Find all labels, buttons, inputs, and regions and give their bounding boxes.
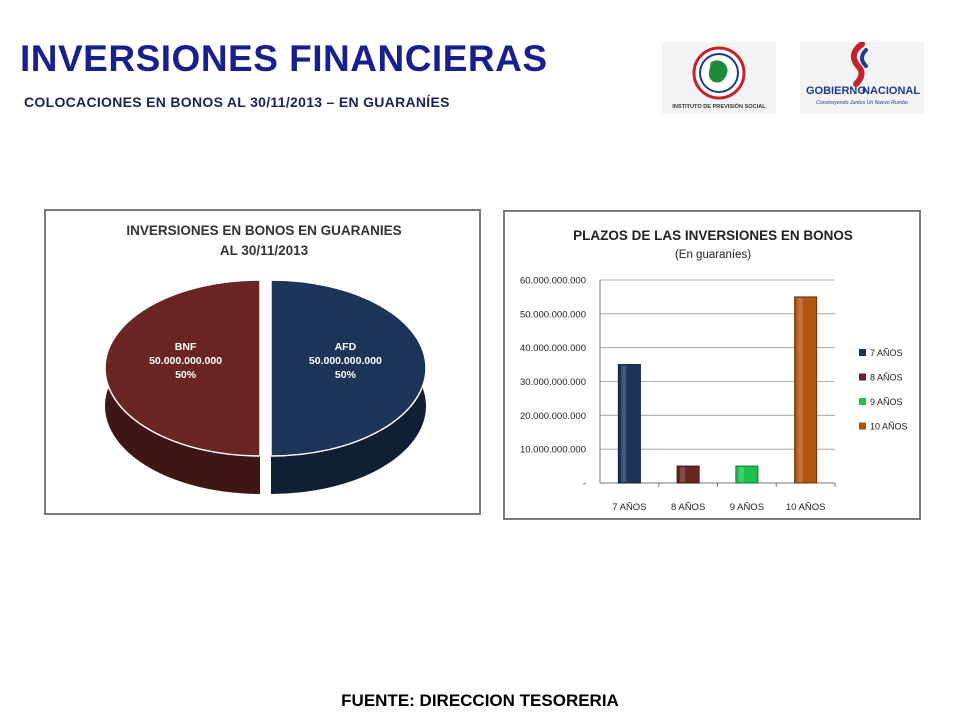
bar-3 (735, 465, 759, 484)
gobierno-nacional-logo: GOBIERNO NACIONAL Construyendo Juntos Un… (800, 41, 924, 114)
bar-chart-title: PLAZOS DE LAS INVERSIONES EN BONOS (573, 228, 853, 243)
pie-chart-title: INVERSIONES EN BONOS EN GUARANIES (126, 223, 401, 238)
legend-label-2: 8 AÑOS (870, 373, 903, 383)
pie-slice-bnf (104, 279, 261, 457)
pie-data-label-afd-1: 50.000.000.000 (309, 355, 382, 367)
legend-swatch-3 (859, 398, 866, 405)
bar-highlight-1 (621, 365, 627, 482)
y-tick-label: 30.000.000.000 (520, 377, 586, 388)
pie-data-label-afd-2: 50% (335, 369, 357, 381)
x-tick-label: 9 AÑOS (730, 502, 764, 513)
pie-data-label-bnf-0: BNF (175, 341, 197, 353)
y-tick-label: 40.000.000.000 (520, 343, 586, 354)
legend-swatch-4 (859, 422, 866, 430)
pie-data-label-bnf-2: 50% (175, 369, 197, 381)
y-tick-label: - (583, 479, 586, 490)
pie-chart-panel: INVERSIONES EN BONOS EN GUARANIES AL 30/… (44, 209, 481, 515)
y-tick-label: 50.000.000.000 (520, 309, 586, 320)
page-subtitle: COLOCACIONES EN BONOS AL 30/11/2013 – EN… (24, 94, 450, 110)
gob-logo-word1: GOBIERNO (806, 85, 866, 97)
source-footer: FUENTE: DIRECCION TESORERIA (341, 691, 619, 710)
ips-logo: INSTITUTO DE PREVISIÓN SOCIAL (662, 42, 776, 114)
gob-logo-tagline: Construyendo Juntos Un Nuevo Rumbo (816, 100, 908, 106)
y-tick-label: 60.000.000.000 (520, 276, 586, 287)
legend-label-3: 9 AÑOS (870, 397, 903, 407)
x-tick-label: 7 AÑOS (612, 502, 646, 513)
bar-chart-subtitle: (En guaraníes) (675, 249, 751, 261)
x-tick-label: 10 AÑOS (786, 502, 826, 513)
bar-chart-panel: PLAZOS DE LAS INVERSIONES EN BONOS (En g… (503, 210, 921, 520)
bar-chart: PLAZOS DE LAS INVERSIONES EN BONOS (En g… (520, 228, 908, 513)
bar-highlight-4 (797, 297, 803, 482)
bar-highlight-2 (680, 467, 686, 482)
bar-2 (676, 465, 700, 484)
bar-1 (617, 364, 641, 484)
pie-chart: INVERSIONES EN BONOS EN GUARANIES AL 30/… (104, 223, 427, 494)
gob-logo-word2: NACIONAL (862, 85, 920, 97)
legend-swatch-1 (859, 349, 866, 356)
page-title: INVERSIONES FINANCIERAS (20, 38, 548, 79)
y-tick-label: 20.000.000.000 (520, 411, 586, 422)
ips-logo-label: INSTITUTO DE PREVISIÓN SOCIAL (672, 102, 766, 110)
pie-data-label-bnf-1: 50.000.000.000 (149, 355, 222, 367)
y-tick-label: 10.000.000.000 (520, 445, 586, 456)
legend-swatch-2 (859, 373, 866, 381)
pie-data-label-afd-0: AFD (335, 341, 357, 353)
bar-highlight-3 (738, 467, 744, 482)
pie-chart-subtitle: AL 30/11/2013 (220, 243, 309, 258)
legend-label-4: 10 AÑOS (870, 422, 908, 432)
x-tick-label: 8 AÑOS (671, 502, 705, 513)
bar-4 (794, 296, 818, 484)
legend-label-1: 7 AÑOS (870, 348, 903, 358)
pie-slice-afd (270, 279, 427, 457)
